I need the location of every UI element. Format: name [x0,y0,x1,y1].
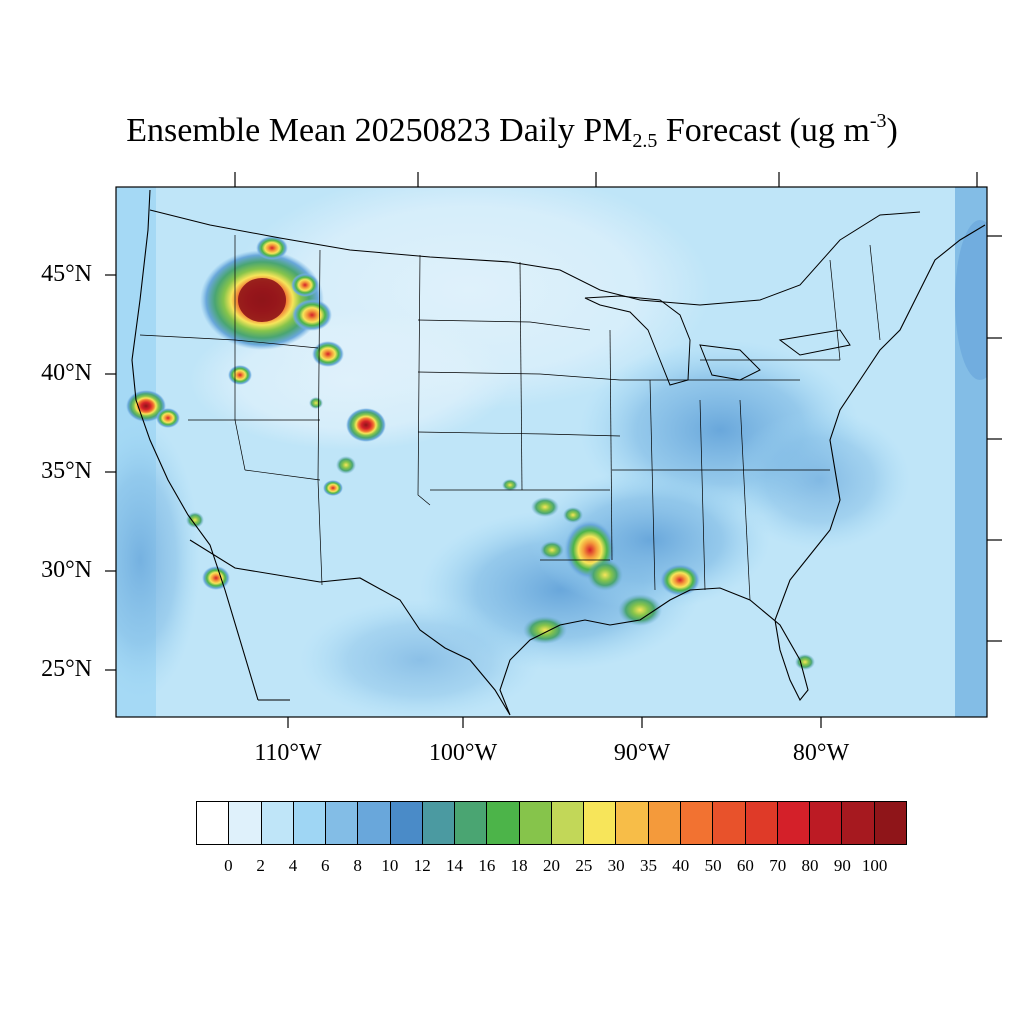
colorbar-tick-label: 40 [672,856,690,875]
colorbar-tick-label: 4 [288,856,298,875]
colorbar-cell [551,802,585,844]
colorbar-tick-label: 14 [446,856,464,875]
lon-label-100w: 100°W [428,740,498,766]
colorbar-tick-label: 6 [321,856,330,875]
colorbar-tick-label: 18 [510,856,528,875]
colorbar-cell [197,802,230,844]
colorbar-cell [390,802,423,844]
colorbar-tick-label: 12 [413,856,431,875]
colorbar-cell [745,802,778,844]
colorbar [196,801,907,845]
lon-label-110w: 110°W [254,740,322,766]
colorbar-cell [487,802,520,844]
lat-label-25: 25°N [41,656,92,682]
title-middle: Forecast (ug m [657,112,870,149]
lat-label-45: 45°N [41,261,92,287]
lat-label-40: 40°N [41,360,92,386]
colorbar-tick-label: 20 [543,856,560,875]
colorbar-tick-label: 100 [861,856,888,875]
title-suffix: ) [886,112,898,149]
state-lines [139,235,881,601]
colorbar-tick-label: 70 [769,856,787,875]
colorbar-tick-label: 2 [256,856,265,875]
canada-border [149,209,921,306]
axis-ticks [105,172,1002,728]
boundaries [131,189,986,716]
lon-label-90w: 90°W [613,740,671,766]
map-title: Ensemble Mean 20250823 Daily PM2.5 Forec… [0,110,1024,152]
colorbar-cell [584,802,617,844]
concentration-field [116,187,987,717]
colorbar-tick-label: 60 [736,856,754,875]
title-prefix: Ensemble Mean 20250823 Daily PM [126,112,633,149]
colorbar-cell [616,802,649,844]
colorbar-cell [842,802,875,844]
great-lakes [584,295,851,386]
colorbar-cell [229,802,262,844]
us-outline [131,189,986,716]
colorbar-cell [680,802,714,844]
colorbar-cell [874,802,906,844]
colorbar-tick-label: 80 [801,856,819,875]
colorbar-cell [777,802,811,844]
colorbar-cell [293,802,327,844]
colorbar-tick-label: 50 [704,856,722,875]
lon-label-80w: 80°W [792,740,850,766]
colorbar-cell [358,802,391,844]
colorbar-tick-label: 30 [607,856,625,875]
colorbar-tick-label: 10 [381,856,399,875]
map-frame [115,186,988,718]
colorbar-cell [810,802,843,844]
colorbar-tick-label: 0 [224,856,233,875]
colorbar-cell [648,802,681,844]
title-superscript: -3 [869,110,887,132]
colorbar-cell [422,802,456,844]
colorbar-cell [326,802,359,844]
colorbar-cell [519,802,552,844]
colorbar-tick-label: 35 [639,856,657,875]
lat-label-35: 35°N [41,458,92,484]
colorbar-cell [261,802,294,844]
colorbar-tick-label: 25 [575,856,593,875]
lat-label-30: 30°N [41,557,92,583]
colorbar-cell [455,802,488,844]
colorbar-tick-label: 16 [478,856,496,875]
colorbar-tick-label: 90 [833,856,851,875]
title-subscript: 2.5 [632,130,658,152]
colorbar-cell [713,802,746,844]
colorbar-tick-label: 8 [353,856,362,875]
